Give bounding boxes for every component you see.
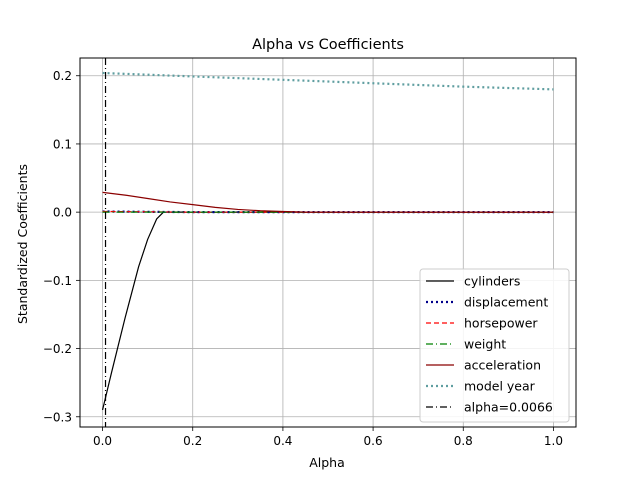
y-tick-label: 0.0 (53, 206, 72, 220)
legend: cylinders displacement horsepower weight acc… (419, 268, 570, 423)
legend-label: weight (464, 337, 506, 352)
legend-label: acceleration (464, 358, 541, 373)
y-tick-label: 0.2 (53, 69, 72, 83)
legend-label: horsepower (464, 316, 538, 331)
x-tick-label: 1.0 (544, 434, 563, 448)
y-tick-label: −0.2 (43, 342, 72, 356)
x-axis-label: Alpha (309, 455, 345, 470)
series-layer (101, 58, 554, 427)
y-axis-label: Standardized Coefficients (15, 164, 30, 324)
legend-label: displacement (464, 295, 548, 310)
legend-box (419, 268, 570, 423)
series-line-model-year (102, 71, 554, 91)
y-tick-label: −0.1 (43, 274, 72, 288)
x-tick-label: 0.0 (93, 434, 112, 448)
series-line-acceleration (102, 191, 554, 213)
x-tick-label: 0.2 (183, 434, 202, 448)
chart-title: Alpha vs Coefficients (252, 37, 404, 53)
x-tick-label: 0.4 (273, 434, 292, 448)
y-tick-label: 0.1 (53, 137, 72, 151)
axes-frame (79, 57, 577, 428)
legend-label: model year (464, 379, 536, 394)
legend-label: cylinders (464, 274, 520, 289)
legend-label: alpha=0.0066 (464, 400, 553, 415)
ticks: 0.0 0.2 0.4 0.6 0.8 1.0 −0.3 −0.2 −0.1 0.0 0.1 0.2 (43, 69, 563, 448)
y-tick-label: −0.3 (43, 410, 72, 424)
x-tick-label: 0.6 (364, 434, 383, 448)
x-tick-label: 0.8 (454, 434, 473, 448)
